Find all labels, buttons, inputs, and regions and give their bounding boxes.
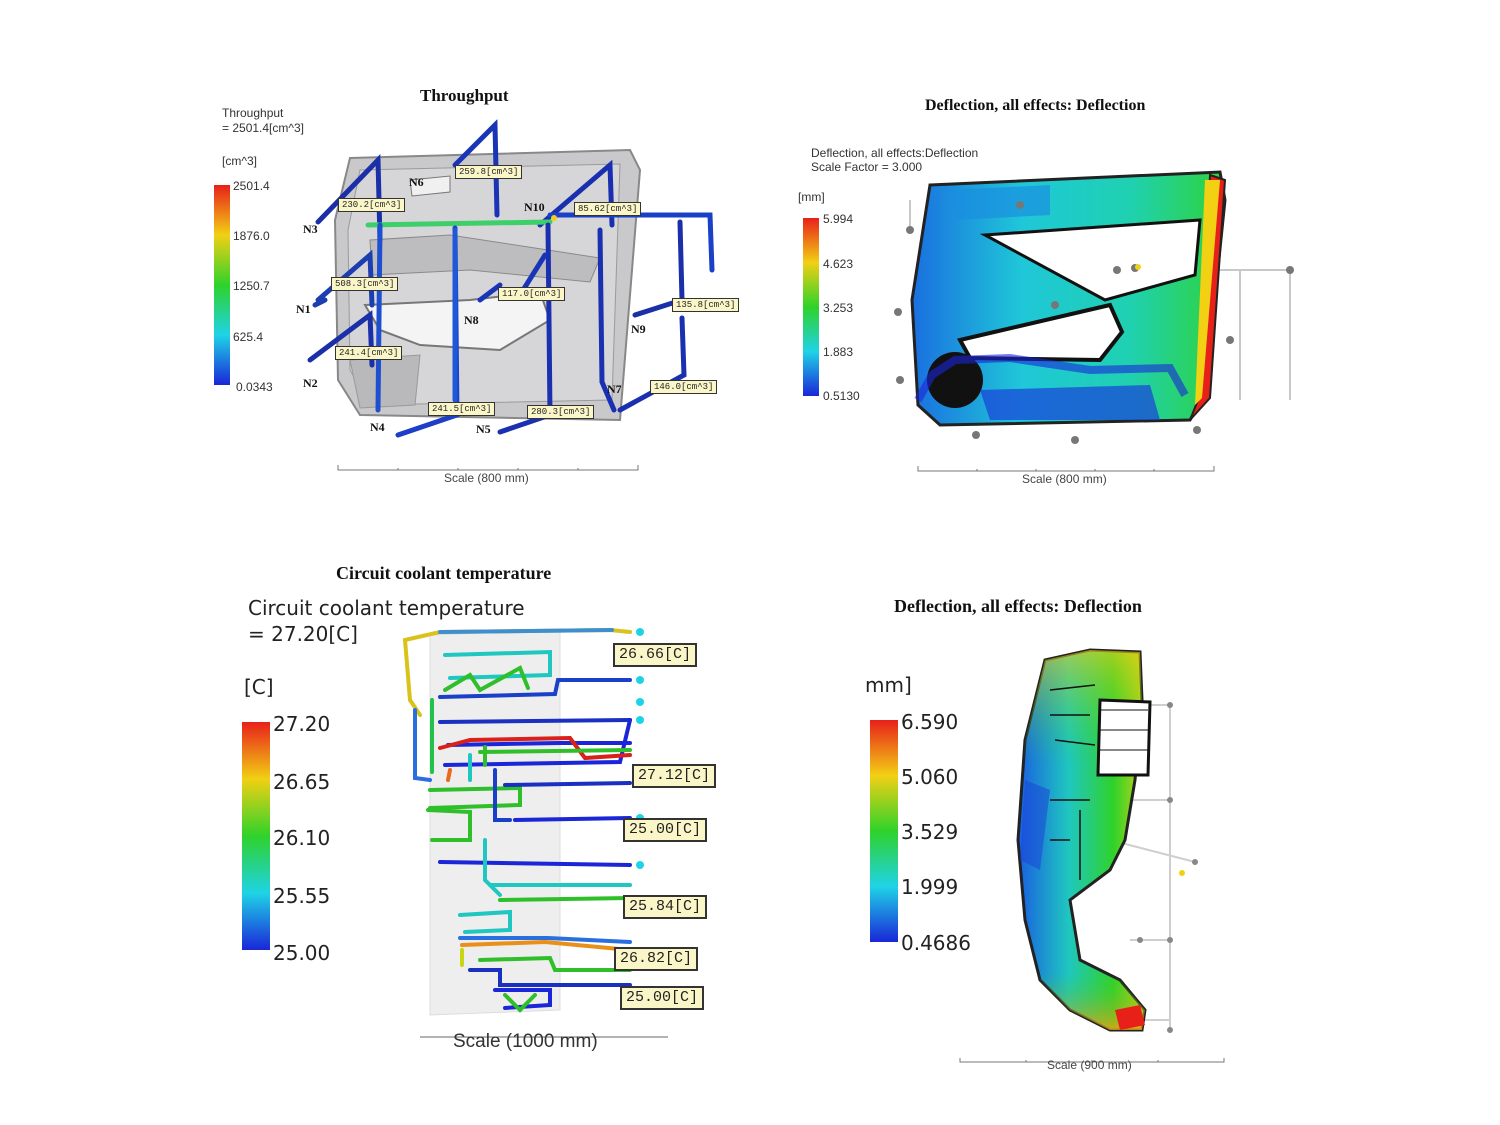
throughput-tag: 259.8[cm^3] <box>455 165 523 179</box>
throughput-unit: [cm^3] <box>222 154 257 168</box>
coolant-tag: 25.00[C] <box>620 986 705 1010</box>
coolant-tick: 25.55 <box>273 884 331 908</box>
throughput-tag: 241.4[cm^3] <box>335 346 403 360</box>
coolant-tag: 25.00[C] <box>623 818 708 842</box>
throughput-scale-bar <box>337 465 639 471</box>
deflection-1-color-bar <box>803 218 819 396</box>
coolant-tag: 27.12[C] <box>632 764 717 788</box>
deflection-2-panel-model <box>959 648 1225 1063</box>
coolant-legend-title: Circuit coolant temperature <box>248 596 525 620</box>
throughput-tag: 508.3[cm^3] <box>331 277 399 291</box>
coolant-circuit-model <box>402 627 668 1038</box>
throughput-tag: 135.8[cm^3] <box>672 298 740 312</box>
deflection-1-tick: 0.5130 <box>823 389 860 403</box>
throughput-tag: 146.0[cm^3] <box>650 380 718 394</box>
deflection-panel-2: Deflection, all effects: Deflection mm] … <box>750 540 1500 1125</box>
coolant-legend-value: = 27.20[C] <box>248 622 358 646</box>
deflection-2-color-bar <box>870 720 898 942</box>
deflection-1-tick: 5.994 <box>823 212 854 226</box>
deflection-2-tick: 6.590 <box>901 710 959 734</box>
throughput-legend-value: = 2501.4[cm^3] <box>222 121 305 135</box>
coolant-scale-label: Scale (1000 mm) <box>453 1031 598 1052</box>
node-label: N4 <box>370 420 385 434</box>
throughput-tick: 2501.4 <box>233 179 270 193</box>
coolant-tick: 26.65 <box>273 770 331 794</box>
node-label: N2 <box>303 376 318 390</box>
throughput-tick: 1250.7 <box>233 279 270 293</box>
node-label: N8 <box>464 313 479 327</box>
deflection-1-unit: [mm] <box>798 190 825 204</box>
throughput-tag: 241.5[cm^3] <box>428 402 496 416</box>
deflection-panel-1: Deflection, all effects: Deflection Defl… <box>750 0 1500 520</box>
throughput-door-model <box>307 119 715 438</box>
throughput-color-bar <box>214 185 230 385</box>
throughput-tag: 230.2[cm^3] <box>338 198 406 212</box>
node-label: N6 <box>409 175 424 189</box>
coolant-unit: [C] <box>244 675 274 699</box>
coolant-tick: 27.20 <box>273 712 331 736</box>
coolant-color-bar <box>242 722 270 950</box>
deflection-1-scale-factor: Scale Factor = 3.000 <box>811 160 923 174</box>
throughput-tag: 85.62[cm^3] <box>574 202 642 216</box>
coolant-tick: 26.10 <box>273 826 331 850</box>
deflection-2-tick: 0.4686 <box>901 931 971 955</box>
node-label: N7 <box>607 382 622 396</box>
throughput-tick: 0.0343 <box>236 380 273 394</box>
throughput-tag: 117.0[cm^3] <box>498 287 566 301</box>
coolant-tag: 26.66[C] <box>613 643 698 667</box>
node-label: N5 <box>476 422 491 436</box>
deflection-2-tick: 5.060 <box>901 765 959 789</box>
deflection-1-title: Deflection, all effects: Deflection <box>925 97 1146 114</box>
coolant-tag: 25.84[C] <box>623 895 708 919</box>
throughput-panel: Throughput Throughput = 2501.4[cm^3] [cm… <box>0 0 750 520</box>
throughput-tick: 625.4 <box>233 330 264 344</box>
deflection-2-scale-label: Scale (900 mm) <box>1047 1058 1132 1072</box>
coolant-tag: 26.82[C] <box>614 947 699 971</box>
node-label: N3 <box>303 222 318 236</box>
coolant-title: Circuit coolant temperature <box>336 563 552 583</box>
deflection-2-tick: 1.999 <box>901 875 959 899</box>
coolant-panel: Circuit coolant temperature Circuit cool… <box>0 540 750 1125</box>
throughput-legend-title: Throughput <box>222 106 284 120</box>
deflection-2-unit: mm] <box>865 673 912 697</box>
deflection-1-tick: 1.883 <box>823 345 854 359</box>
deflection-1-tick: 3.253 <box>823 301 854 315</box>
node-label: N9 <box>631 322 646 336</box>
throughput-tick: 1876.0 <box>233 229 270 243</box>
deflection-1-legend-title: Deflection, all effects:Deflection <box>811 146 979 160</box>
throughput-scale-label: Scale (800 mm) <box>444 471 529 485</box>
node-label: N10 <box>524 200 545 214</box>
coolant-tick: 25.00 <box>273 941 331 965</box>
throughput-title: Throughput <box>420 86 509 105</box>
node-label: N1 <box>296 302 311 316</box>
deflection-2-title: Deflection, all effects: Deflection <box>894 596 1142 616</box>
deflection-2-tick: 3.529 <box>901 820 959 844</box>
deflection-1-scale-label: Scale (800 mm) <box>1022 472 1107 486</box>
deflection-1-door-model <box>894 170 1294 472</box>
deflection-1-tick: 4.623 <box>823 257 854 271</box>
throughput-tag: 280.3[cm^3] <box>527 405 595 419</box>
